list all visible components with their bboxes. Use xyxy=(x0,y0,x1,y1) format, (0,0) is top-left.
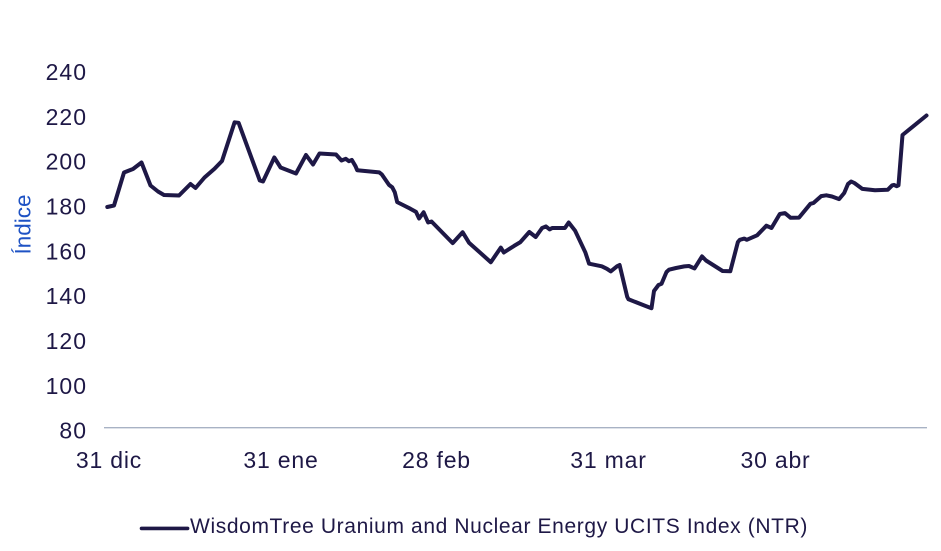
svg-text:240: 240 xyxy=(46,59,87,85)
svg-text:31 ene: 31 ene xyxy=(243,447,318,473)
svg-text:140: 140 xyxy=(46,283,87,309)
svg-text:80: 80 xyxy=(59,418,87,444)
svg-text:31 dic: 31 dic xyxy=(76,447,142,473)
svg-text:31 mar: 31 mar xyxy=(570,447,646,473)
svg-text:180: 180 xyxy=(46,194,87,220)
svg-text:28 feb: 28 feb xyxy=(402,447,471,473)
svg-text:160: 160 xyxy=(46,238,87,264)
svg-text:220: 220 xyxy=(46,104,87,130)
svg-text:WisdomTree Uranium and Nuclear: WisdomTree Uranium and Nuclear Energy UC… xyxy=(190,515,808,538)
svg-text:100: 100 xyxy=(46,373,87,399)
svg-text:200: 200 xyxy=(46,149,87,175)
svg-text:Índice: Índice xyxy=(11,194,36,254)
svg-text:120: 120 xyxy=(46,328,87,354)
svg-text:30 abr: 30 abr xyxy=(740,447,810,473)
